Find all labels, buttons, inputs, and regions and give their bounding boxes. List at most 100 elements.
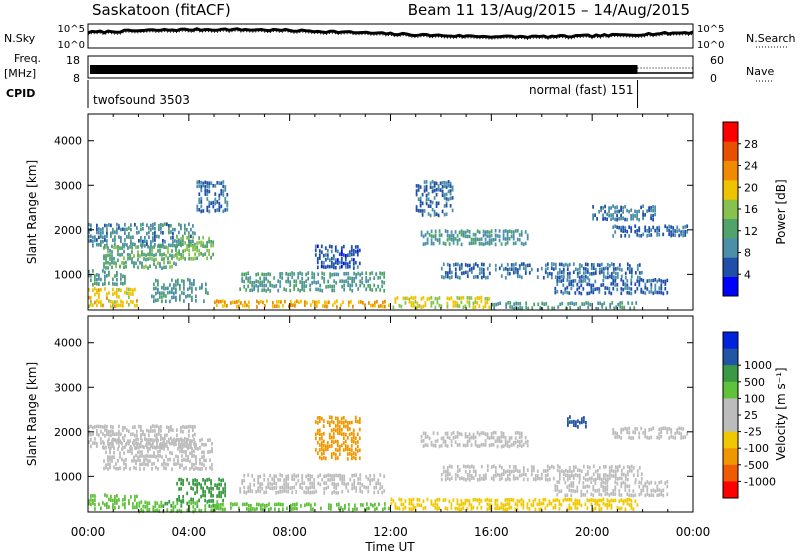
power-cells-cell-r13	[624, 271, 627, 276]
velocity-cells-cell-r5	[329, 473, 332, 478]
velocity-cells-cell-r7	[346, 457, 349, 461]
velocity-cells-cell-r12	[666, 427, 669, 431]
power-cells-cell-r0	[140, 243, 142, 247]
power-cells-cell-r11	[517, 301, 520, 306]
velocity-cells-cell-r6	[238, 506, 240, 511]
power-cells-cell-r12	[506, 237, 509, 241]
power-cells-cell-r1	[107, 266, 109, 270]
velocity-cells-cell-r8	[502, 507, 505, 511]
velocity-cells-cell-r13	[585, 424, 587, 429]
velocity-cells-cell-r1	[189, 439, 191, 443]
power-cells-cell-r0	[120, 227, 122, 232]
power-colorbar-swatch	[723, 276, 738, 297]
power-cells-cell-r10	[434, 296, 437, 301]
velocity-cells-cell-r8	[560, 503, 563, 507]
power-cells-cell-r1	[111, 244, 113, 249]
velocity-cells-cell-r1	[123, 451, 125, 455]
velocity-cells-cell-r5	[361, 483, 364, 487]
velocity-cells-cell-r0	[166, 440, 168, 444]
power-cells-cell-r5	[159, 295, 161, 299]
velocity-panel-frame	[87, 315, 694, 513]
velocity-cells-cell-r3	[208, 504, 211, 508]
power-cells-cell-r7	[343, 272, 346, 276]
velocity-cells-cell-r10	[598, 473, 601, 478]
nave-tick-high: 60	[710, 54, 724, 67]
velocity-cells-cell-r7	[358, 448, 361, 453]
velocity-cells-cell-r10	[570, 473, 573, 478]
velocity-cells-cell-r8	[598, 503, 601, 508]
velocity-cells-cell-r8	[506, 502, 509, 506]
velocity-cells-cell-r0	[140, 425, 142, 429]
power-cells-cell-r11	[605, 306, 608, 311]
velocity-cells-cell-r8	[598, 498, 601, 503]
power-cells-cell-r2	[198, 236, 200, 240]
power-cells-cell-r14	[570, 286, 573, 291]
velocity-cells-cell-r1	[129, 439, 131, 443]
power-cells-cell-r13	[568, 262, 571, 267]
power-cells-cell-r5	[173, 283, 175, 287]
power-cells-cell-r13	[454, 262, 457, 267]
power-cells-cell-r8	[338, 260, 341, 265]
power-cells-cell-r16	[654, 205, 656, 210]
velocity-cells-cell-r4	[182, 482, 184, 486]
velocity-cells-cell-r12	[686, 431, 689, 436]
velocity-cells-cell-r9	[450, 439, 453, 443]
power-cells-cell-r16	[650, 213, 652, 218]
velocity-cells-cell-r5	[335, 491, 338, 495]
power-cells-cell-r15	[614, 224, 617, 229]
velocity-cells-cell-r10	[548, 477, 551, 482]
power-cells-cell-r7	[287, 276, 290, 281]
velocity-cells-cell-r0	[140, 433, 142, 437]
power-cells-cell-r13	[558, 262, 561, 267]
power-cells-cell-r6	[200, 188, 203, 193]
velocity-cells-cell-r9	[512, 440, 515, 445]
power-cells-cell-r16	[618, 209, 620, 214]
velocity-cells-cell-r10	[470, 476, 473, 480]
velocity-cells-cell-r4	[222, 490, 224, 495]
power-cells-cell-r1	[169, 260, 171, 265]
velocity-cells-cell-r13	[581, 417, 583, 421]
power-cells-cell-r16	[604, 204, 606, 209]
power-cells-cell-r1	[133, 264, 135, 269]
power-cells-cell-r13	[448, 270, 451, 275]
velocity-cells-cell-r9	[494, 430, 497, 435]
velocity-cells-cell-r6	[344, 506, 346, 510]
velocity-cells-cell-r10	[582, 476, 585, 480]
power-cells-cell-r9	[370, 303, 372, 308]
velocity-cells-cell-r1	[165, 442, 167, 447]
power-cells-cell-r7	[241, 279, 244, 283]
power-cells-cell-r7	[365, 287, 368, 292]
velocity-cells-cell-r7	[338, 448, 341, 452]
velocity-cells-cell-r3	[204, 504, 207, 508]
velocity-cells-cell-r7	[336, 420, 339, 424]
velocity-cells-cell-r8	[418, 503, 421, 508]
power-cells-cell-r14	[636, 279, 639, 283]
velocity-cells-cell-r10	[504, 477, 507, 482]
velocity-cells-cell-r1	[193, 467, 195, 471]
velocity-cells-cell-r0	[148, 442, 150, 446]
power-cells-cell-r16	[652, 214, 654, 218]
power-cells-cell-r0	[88, 230, 90, 234]
power-cells-cell-r5	[205, 282, 207, 287]
power-cells-cell-r5	[187, 294, 189, 298]
velocity-cells-cell-r5	[373, 473, 376, 478]
power-cells-cell-r6	[218, 208, 221, 212]
velocity-cells-cell-r5	[369, 481, 372, 486]
velocity-cells-cell-r3	[142, 504, 145, 509]
power-cells-cell-r12	[450, 237, 453, 242]
velocity-cells-cell-r9	[474, 439, 477, 444]
velocity-cells-cell-r12	[628, 426, 631, 431]
power-cells-cell-r3	[126, 291, 128, 295]
power-cells-cell-r10	[434, 305, 437, 310]
power-cells-cell-r13	[524, 264, 527, 268]
power-cells-cell-r0	[150, 240, 152, 244]
power-cells-cell-r5	[157, 290, 159, 295]
power-cells-cell-r8	[330, 256, 333, 261]
power-cells-cell-r8	[324, 253, 327, 257]
velocity-cells-cell-r7	[328, 423, 331, 428]
velocity-cells-cell-r4	[178, 477, 180, 482]
power-cells-cell-r16	[650, 216, 652, 221]
velocity-cells-cell-r5	[263, 477, 266, 482]
velocity-cells-cell-r0	[128, 441, 130, 446]
velocity-cells-cell-r0	[118, 432, 120, 436]
